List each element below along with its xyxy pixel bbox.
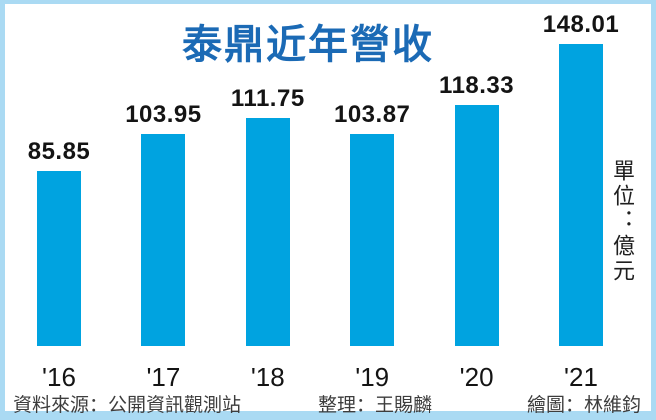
bar-value-label: 148.01 (542, 11, 620, 38)
chart-title: 泰鼎近年營收 (182, 23, 434, 67)
bar-value-label: 118.33 (439, 72, 515, 99)
footer-compiled-by: 整理：王賜麟 (318, 395, 433, 416)
bar-value-label: 103.95 (125, 101, 202, 128)
unit-label: 單位：億元 (610, 159, 635, 284)
footer-drawn-by: 繪圖：林維鈞 (526, 395, 641, 416)
bar-16 (37, 171, 81, 346)
x-tick-label: '20 (459, 362, 494, 392)
bar-17 (141, 134, 186, 346)
bar-20 (454, 105, 499, 346)
x-tick-label: '18 (250, 362, 285, 392)
bar-19 (350, 134, 395, 346)
bar-value-label: 111.75 (230, 85, 305, 112)
x-tick-label: '19 (355, 362, 390, 392)
x-tick-label: '16 (42, 362, 76, 392)
x-tick-label: '17 (146, 362, 181, 392)
bar-value-label: 85.85 (27, 138, 91, 165)
bar-18 (245, 118, 290, 346)
bar-21 (559, 44, 603, 346)
bar-value-label: 103.87 (333, 101, 411, 128)
x-tick-label: '21 (564, 362, 598, 392)
chart-panel: 泰鼎近年營收 85.85 '16 103.95 '17 111.75 '18 103.87 '… (5, 4, 651, 416)
footer-source: 資料來源：公開資訊觀測站 (13, 395, 242, 416)
